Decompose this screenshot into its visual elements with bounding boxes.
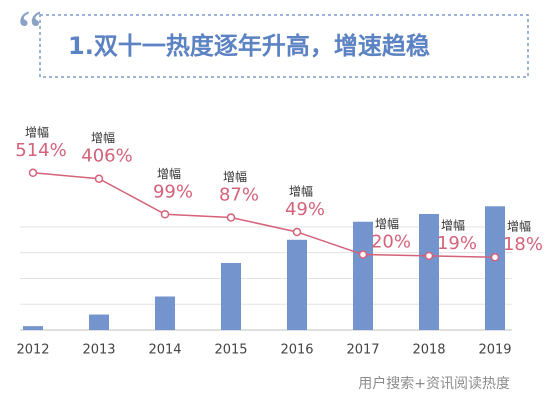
bar <box>155 296 175 330</box>
x-tick-label: 2017 <box>346 343 379 358</box>
annotation: 增幅 <box>157 166 181 181</box>
bar <box>485 206 505 330</box>
annotation: 增幅 <box>441 217 465 232</box>
chart-title: 1.双十一热度逐年升高，增速趋稳 <box>68 32 430 60</box>
point <box>292 227 302 237</box>
bar <box>353 221 373 330</box>
value-label: 19% <box>437 233 477 254</box>
point <box>424 251 434 261</box>
value-label: 49% <box>285 199 325 220</box>
growth-line <box>32 172 496 258</box>
annotation: 增幅 <box>91 130 115 145</box>
value-label: 99% <box>153 181 193 202</box>
annotation: 增幅 <box>289 183 313 198</box>
x-tick-label: 2015 <box>214 343 247 358</box>
bar <box>419 214 439 330</box>
x-tick-label: 2018 <box>412 343 445 358</box>
value-label: 514% <box>15 140 66 161</box>
annotation: 增幅 <box>223 169 247 184</box>
value-label: 87% <box>219 185 259 206</box>
annotation: 增幅 <box>375 216 399 231</box>
quote-mark: “ <box>18 0 43 62</box>
x-tick-label: 2013 <box>82 343 115 358</box>
source-note: 用户搜索+资讯阅读热度 <box>358 375 510 392</box>
title-box <box>39 14 529 78</box>
x-tick-label: 2016 <box>280 343 313 358</box>
bar <box>23 326 43 330</box>
x-tick-label: 2012 <box>16 343 49 358</box>
bar <box>287 239 307 330</box>
x-tick-label: 2019 <box>478 343 511 358</box>
bar <box>221 262 241 330</box>
point <box>358 250 368 259</box>
value-label: 406% <box>81 146 132 167</box>
point <box>490 252 500 262</box>
value-label: 18% <box>503 234 543 255</box>
point <box>28 168 38 178</box>
value-label: 20% <box>371 232 411 253</box>
annotation: 增幅 <box>25 124 49 139</box>
point <box>226 213 236 222</box>
x-tick-label: 2014 <box>148 343 181 358</box>
point <box>94 174 104 183</box>
annotation: 增幅 <box>507 219 531 234</box>
point <box>160 210 170 219</box>
bar <box>89 314 109 330</box>
